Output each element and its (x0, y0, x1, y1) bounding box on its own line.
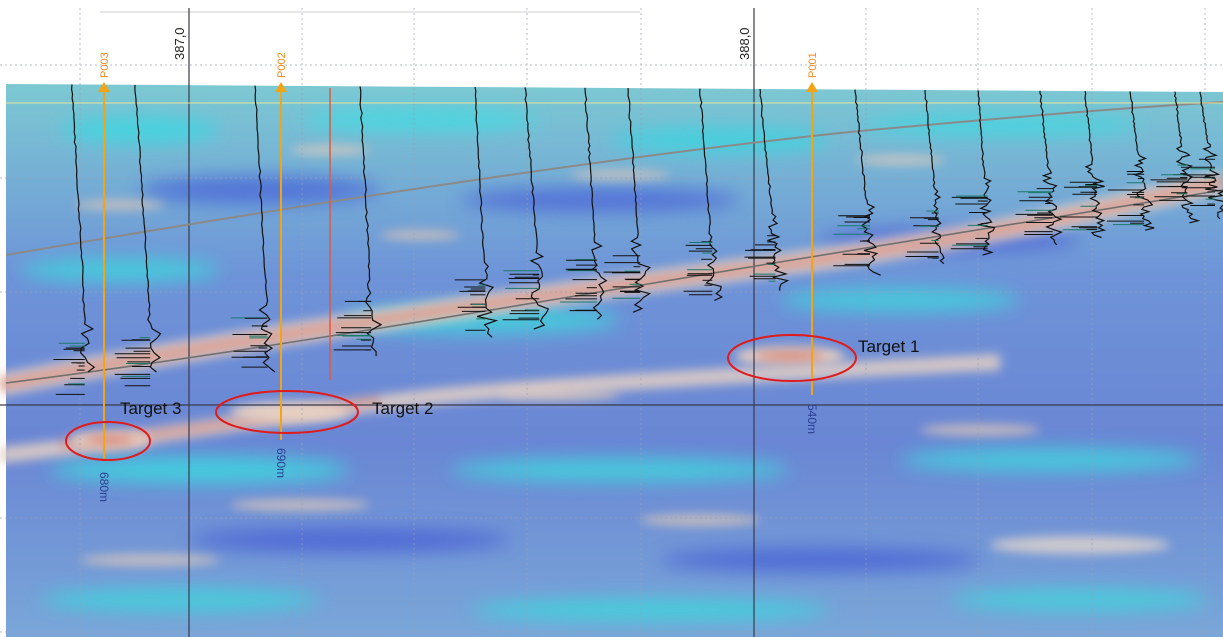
grid (0, 8, 1223, 637)
log-trace (699, 88, 724, 302)
well-p003[interactable]: P003 680m (97, 52, 111, 502)
log-trace (359, 86, 383, 357)
log-trace (474, 86, 499, 338)
target-1-outline (727, 334, 857, 382)
well-p001-marker-icon (806, 82, 818, 92)
log-trace (1039, 90, 1064, 246)
well-p003-depth-label: 680m (97, 472, 111, 502)
log-trace (1199, 91, 1223, 220)
target-2[interactable]: Target 2 (215, 390, 433, 434)
log-trace (1129, 91, 1155, 231)
well-p001-depth-label: 540m (805, 404, 819, 434)
log-trace (977, 90, 996, 256)
target-3[interactable]: Target 3 (65, 399, 181, 461)
log-trace (1084, 90, 1107, 239)
log-traces (53, 84, 1223, 395)
log-trace (134, 84, 162, 373)
well-p003-marker-icon (98, 82, 110, 92)
target-bright-spots (70, 346, 845, 449)
major-grid (0, 8, 1223, 637)
target-2-label: Target 2 (372, 399, 433, 418)
interpreted-horizon-upper (5, 101, 1223, 256)
target-3-label: Target 3 (120, 399, 181, 418)
log-trace (70, 84, 96, 373)
log-trace (1173, 91, 1201, 224)
log-trace (254, 85, 276, 373)
well-p001[interactable]: P001 540m (805, 52, 819, 434)
log-trace (627, 88, 652, 313)
well-p002[interactable]: P002 690m (274, 52, 288, 478)
easting-tick-387: 387,0 (172, 27, 187, 60)
interpreted-horizon-lower (5, 189, 1223, 384)
well-p002-name: P002 (276, 52, 288, 78)
well-p002-marker-icon (275, 82, 287, 92)
target-2-outline (215, 390, 359, 434)
seismic-background (6, 84, 1223, 637)
well-p001-name: P001 (807, 52, 819, 78)
log-trace (584, 87, 608, 320)
target-3-outline (65, 421, 151, 461)
target-1-label: Target 1 (858, 337, 919, 356)
easting-tick-388: 388,0 (737, 27, 752, 60)
log-trace (924, 90, 945, 265)
seismic-texture (20, 108, 1210, 622)
well-p003-name: P003 (99, 52, 111, 78)
target-1[interactable]: Target 1 (727, 334, 919, 382)
log-trace (854, 89, 881, 276)
well-p002-depth-label: 690m (274, 448, 288, 478)
